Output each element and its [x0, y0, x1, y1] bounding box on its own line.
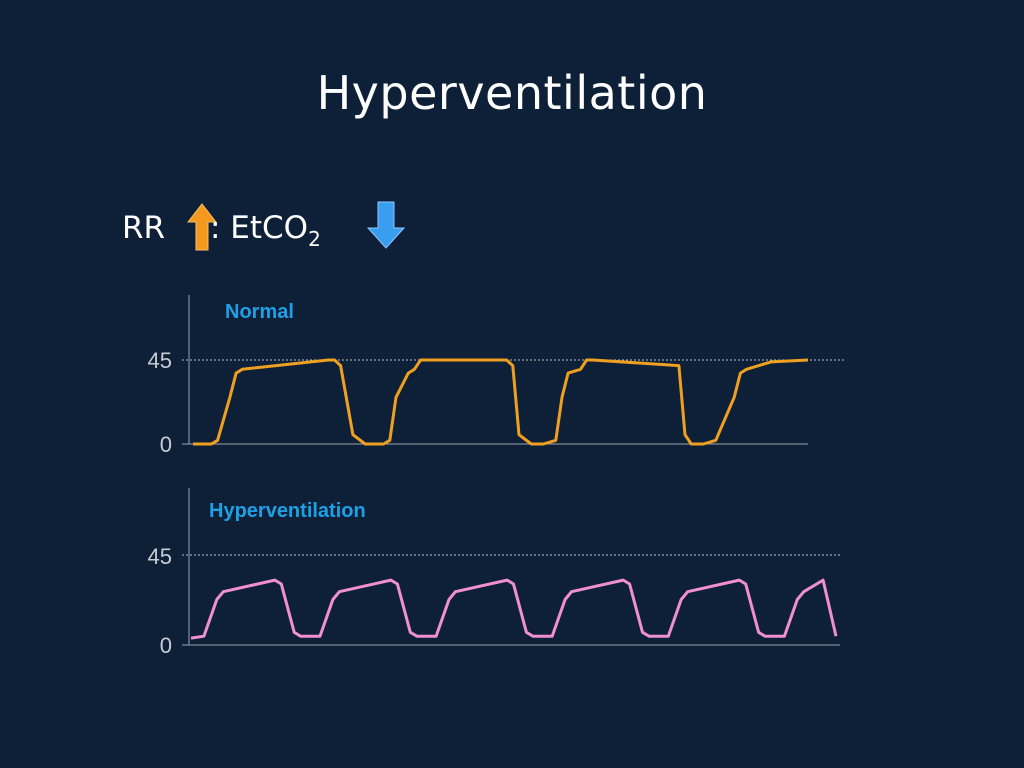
hyper-waveform-line: [190, 578, 838, 640]
etco2-label: : EtCO2: [210, 210, 321, 251]
normal-waveform-line: [193, 358, 809, 446]
normal-ytick-0: 0: [160, 432, 172, 457]
normal-series-label: Normal: [225, 301, 294, 323]
rr-label: RR: [122, 210, 166, 246]
hyper-series-label: Hyperventilation: [209, 500, 366, 522]
normal-ytick-45: 45: [148, 348, 172, 373]
hyper-ytick-0: 0: [160, 633, 172, 658]
orange-up-arrow-icon: [186, 203, 218, 251]
hyper-ytick-45: 45: [148, 544, 172, 569]
slide-title: Hyperventilation: [316, 66, 708, 120]
hyper-chart: 45 0 Hyperventilation: [148, 488, 840, 658]
blue-down-arrow-icon: [366, 201, 406, 249]
normal-chart: 45 0 Normal: [148, 295, 845, 457]
